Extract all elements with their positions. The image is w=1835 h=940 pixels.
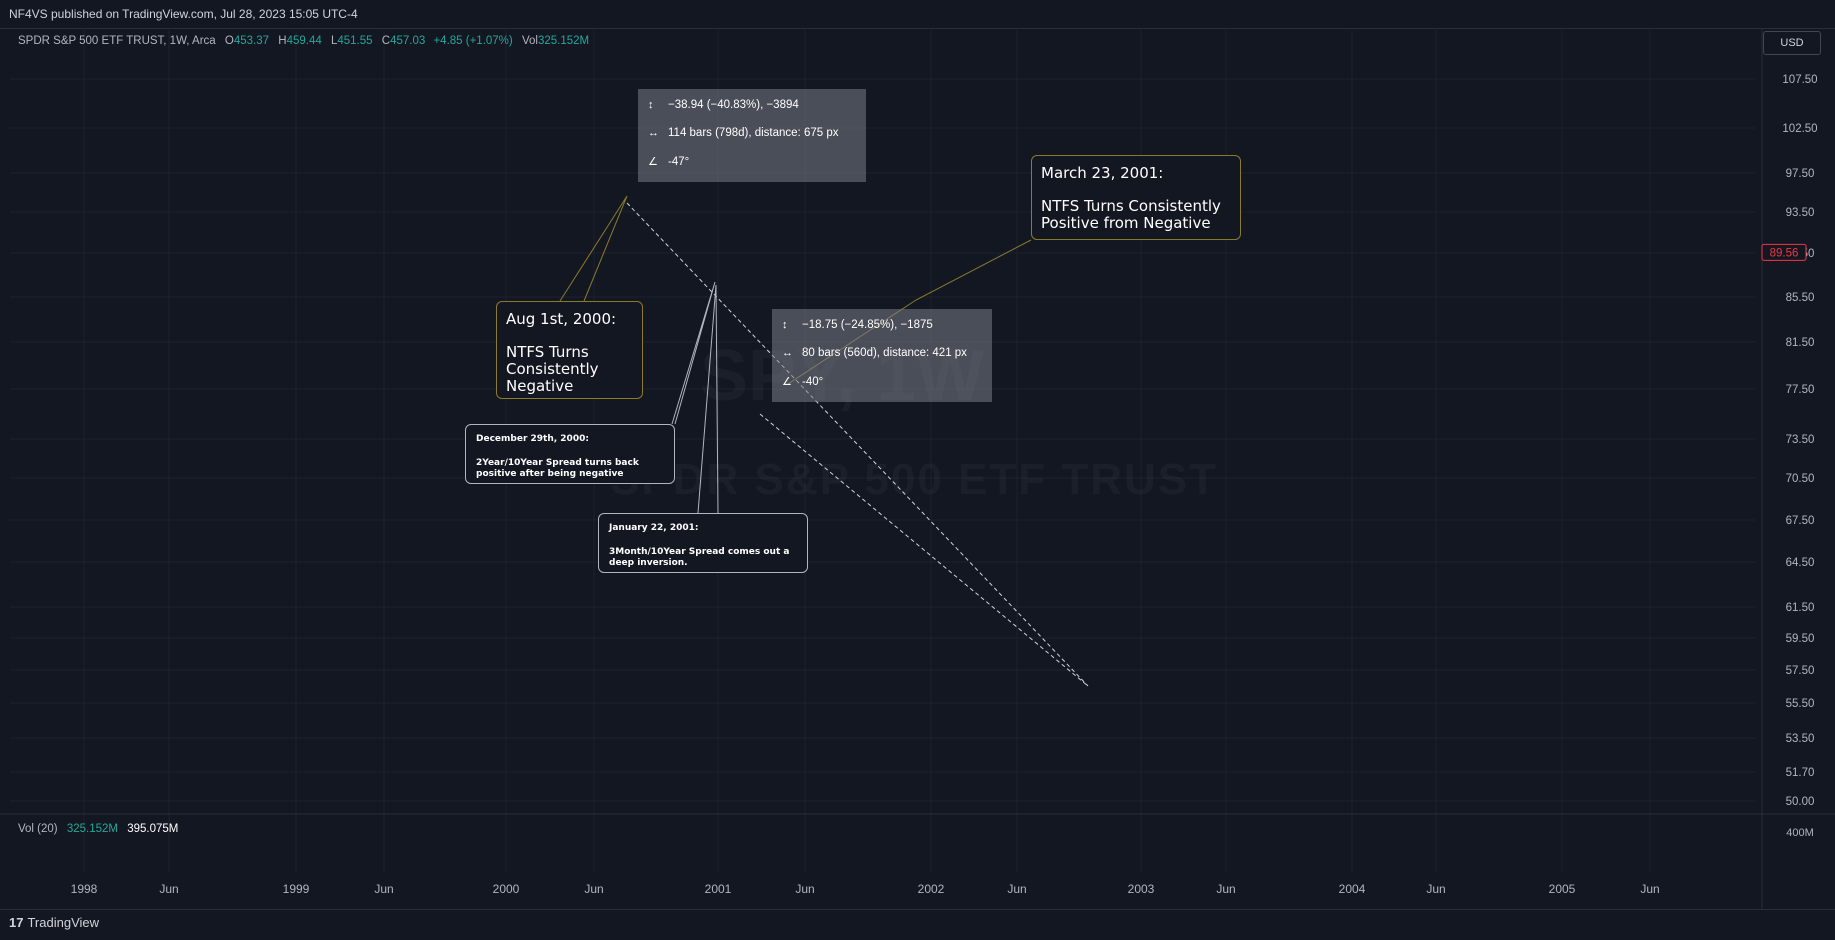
trend-line-1	[626, 202, 1089, 687]
note-dec-title: December 29th, 2000:	[476, 434, 589, 444]
trend-line-2	[759, 413, 1089, 687]
note-jan-connector	[697, 284, 719, 514]
last-price-box	[1761, 243, 1807, 261]
top-bar: NF4VS published on TradingView.com, Jul …	[0, 0, 1835, 29]
note-jan-2001[interactable]: January 22, 2001: 3Month/10Year Spread c…	[598, 513, 808, 573]
note-dec-2000[interactable]: December 29th, 2000: 2Year/10Year Spread…	[465, 424, 675, 484]
time-tick-label: Jun	[584, 882, 603, 896]
price-tick-label: 97.50	[1786, 168, 1815, 180]
note-mar-body: NTFS Turns Consistently Positive from Ne…	[1041, 197, 1221, 232]
note-mar-2001[interactable]: March 23, 2001: NTFS Turns Consistently …	[1031, 155, 1241, 240]
last-price-label: 89.56	[1770, 247, 1799, 259]
time-tick-label: 2003	[1128, 882, 1155, 896]
volume-legend-label: Vol (20)	[18, 823, 58, 835]
symbol-title: SPDR S&P 500 ETF TRUST, 1W, Arca	[18, 35, 216, 47]
note-aug-2000[interactable]: Aug 1st, 2000: NTFS Turns Consistently N…	[496, 301, 643, 399]
time-tick-label: Jun	[374, 882, 393, 896]
tradingview-logo[interactable]: 17 TradingView	[9, 915, 99, 930]
price-range-icon: ↕	[648, 99, 654, 111]
volume-label: Vol	[521, 35, 538, 47]
measure-1-bars: 114 bars (798d), distance: 675 px	[668, 127, 839, 139]
price-tick-label: 57.50	[1786, 665, 1815, 677]
time-tick-label: Jun	[1426, 882, 1445, 896]
time-tick-label: 1998	[71, 882, 98, 896]
measure-1-angle: -47°	[668, 156, 690, 168]
note-dec-connector	[671, 281, 716, 425]
time-tick-label: Jun	[1007, 882, 1026, 896]
price-tick-label: 50.00	[1786, 796, 1815, 808]
volume-legend-value: 325.152M	[66, 823, 118, 835]
price-tick-label: 51.70	[1786, 767, 1815, 779]
angle-icon: ∠	[648, 156, 658, 168]
measure-box-2[interactable]: ↕ −18.75 (−24.85%), −1875 ↔ 80 bars (560d)…	[772, 309, 992, 402]
time-tick-label: Jun	[159, 882, 178, 896]
time-tick-label: 2001	[705, 882, 732, 896]
time-tick-label: 2000	[493, 882, 520, 896]
price-tick-label: 53.50	[1786, 733, 1815, 745]
measure-2-price: −18.75 (−24.85%), −1875	[802, 319, 933, 331]
price-tick-label: 59.50	[1786, 633, 1815, 645]
high-label: H	[278, 35, 287, 47]
angle-icon: ∠	[782, 376, 792, 388]
time-axis: 1998 Jun 1999 Jun 2000 Jun 2001 Jun 2002 Jun 2003 J…	[71, 882, 1660, 896]
price-tick-label: 55.50	[1786, 698, 1815, 710]
price-tick-label: 73.50	[1786, 434, 1815, 446]
symbol-legend: SPDR S&P 500 ETF TRUST, 1W, Arca O453.37…	[18, 35, 589, 47]
measure-2-bars: 80 bars (560d), distance: 421 px	[802, 347, 967, 359]
tradingview-logo-text: TradingView	[27, 915, 100, 930]
time-tick-label: 2005	[1549, 882, 1576, 896]
price-axis: 107.50102.5097.5093.5089.5085.5081.5077.…	[1761, 74, 1818, 839]
note-dec-body: 2Year/10Year Spread turns back positive …	[476, 458, 639, 479]
watermark-name: SPDR S&P 500 ETF TRUST	[610, 455, 1218, 505]
note-jan-body: 3Month/10Year Spread comes out a deep in…	[609, 547, 790, 568]
bottom-bar	[0, 909, 1835, 940]
price-tick-label: 107.50	[1782, 74, 1817, 86]
note-mar-title: March 23, 2001:	[1041, 164, 1164, 182]
note-aug-connector	[559, 195, 628, 302]
volume-legend: Vol (20) 325.152M 395.075M	[18, 823, 178, 835]
measure-1-price: −38.94 (−40.83%), −3894	[668, 99, 799, 111]
price-tick-label: 64.50	[1786, 557, 1815, 569]
price-tick-label: 85.50	[1786, 292, 1815, 304]
published-info: NF4VS published on TradingView.com, Jul …	[9, 7, 358, 21]
high-value: 459.44	[286, 35, 322, 47]
change-value: +4.85 (+1.07%)	[433, 35, 513, 47]
open-label: O	[224, 35, 234, 47]
close-value: 457.03	[390, 35, 426, 47]
note-aug-body: NTFS Turns Consistently Negative	[506, 343, 599, 395]
price-tick-label: 67.50	[1786, 515, 1815, 527]
volume-legend-ma: 395.075M	[127, 823, 179, 835]
tradingview-logo-icon: 17	[9, 915, 24, 930]
measure-box-1[interactable]: ↕ −38.94 (−40.83%), −3894 ↔ 114 bars (798d…	[638, 89, 866, 182]
time-tick-label: Jun	[1216, 882, 1235, 896]
measure-2-angle: -40°	[802, 376, 824, 388]
time-tick-label: 1999	[283, 882, 310, 896]
price-tick-label: 77.50	[1786, 384, 1815, 396]
note-aug-title: Aug 1st, 2000:	[506, 310, 617, 328]
volume-value: 325.152M	[537, 35, 590, 47]
price-tick-label: 93.50	[1786, 207, 1815, 219]
time-tick-label: 2002	[918, 882, 945, 896]
close-label: C	[381, 35, 391, 47]
price-tick-label: 61.50	[1786, 602, 1815, 614]
open-value: 453.37	[233, 35, 270, 47]
low-value: 451.55	[337, 35, 373, 47]
price-tick-label: 70.50	[1786, 473, 1815, 485]
time-range-icon: ↔	[648, 127, 659, 139]
time-tick-label: 2004	[1339, 882, 1366, 896]
low-label: L	[330, 35, 338, 47]
price-range-icon: ↕	[782, 319, 788, 331]
volume-scale-label: 400M	[1786, 827, 1814, 839]
note-jan-title: January 22, 2001:	[609, 523, 699, 533]
price-tick-label: 102.50	[1782, 123, 1817, 135]
time-range-icon: ↔	[782, 347, 793, 359]
time-tick-label: Jun	[1640, 882, 1659, 896]
time-tick-label: Jun	[795, 882, 814, 896]
currency-button[interactable]: USD	[1763, 31, 1821, 55]
price-tick-label: 81.50	[1786, 337, 1815, 349]
